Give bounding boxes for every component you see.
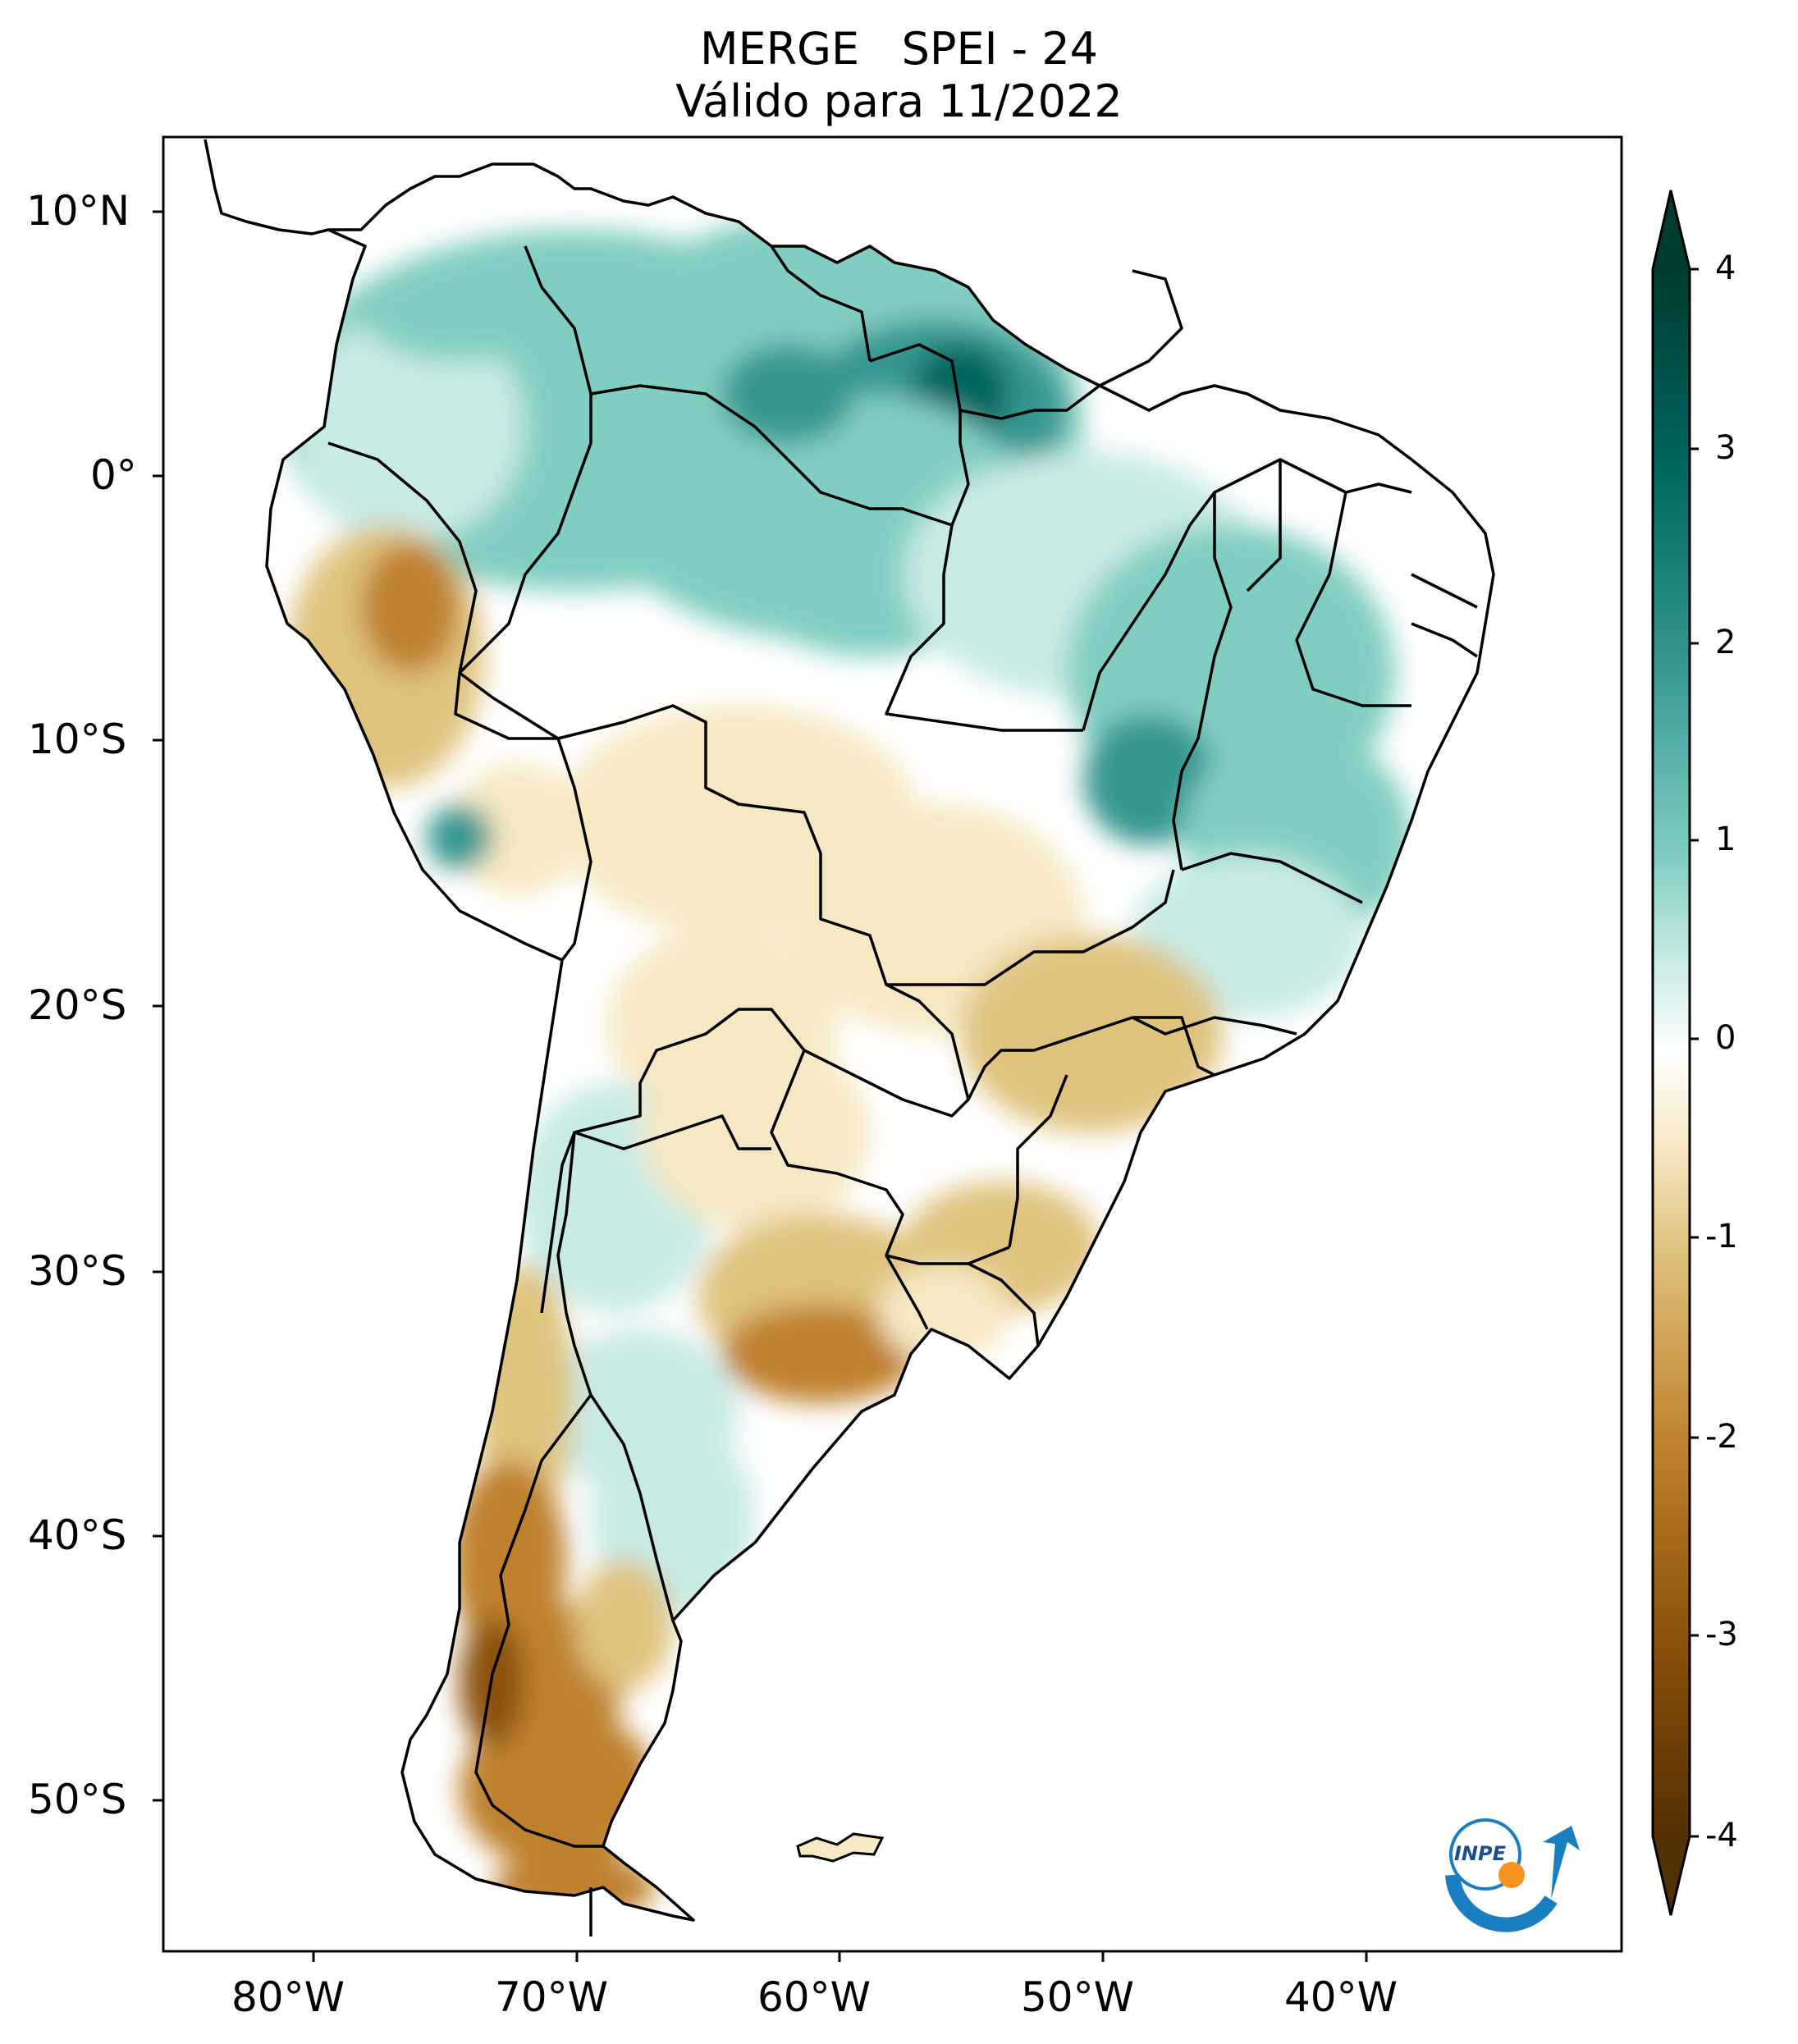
logo-sun-icon [1498,1862,1525,1888]
axis-ticks [153,210,1368,1962]
x-tick-70w: 70°W [495,1973,609,2021]
figure-title: MERGE SPEI - 24 [699,23,1099,75]
colorbar-label-2: 2 [1715,624,1736,661]
inpe-logo: INPE [1445,1818,1580,1932]
x-tick-40w: 40°W [1284,1973,1398,2021]
colorbar [1651,190,1699,1916]
y-tick-20s: 20°S [28,981,127,1029]
logo-text: INPE [1454,1842,1507,1865]
y-tick-10s: 10°S [28,716,127,763]
y-tick-50s: 50°S [28,1776,127,1823]
figure-subtitle: Válido para 11/2022 [675,75,1123,127]
colorbar-min-extend [1653,1836,1690,1915]
colorbar-max-extend [1653,190,1690,269]
colorbar-label-neg4: -4 [1705,1817,1738,1854]
colorbar-label-neg3: -3 [1705,1616,1738,1653]
x-tick-80w: 80°W [231,1973,345,2021]
y-tick-30s: 30°S [28,1247,127,1295]
y-tick-0: 0° [90,451,137,499]
falkland-islands [796,1832,885,1863]
y-tick-40s: 40°S [28,1511,127,1559]
borders [204,139,1495,1937]
colorbar-gradient [1653,269,1690,1836]
colorbar-label-0: 0 [1715,1019,1736,1057]
y-tick-10n: 10°N [26,187,130,235]
colorbar-label-neg1: -1 [1705,1218,1738,1255]
colorbar-label-1: 1 [1715,821,1736,858]
colorbar-label-neg2: -2 [1705,1418,1738,1456]
x-tick-60w: 60°W [757,1973,872,2021]
x-tick-50w: 50°W [1021,1973,1135,2021]
colorbar-label-4: 4 [1715,249,1736,287]
colorbar-label-3: 3 [1715,429,1736,467]
